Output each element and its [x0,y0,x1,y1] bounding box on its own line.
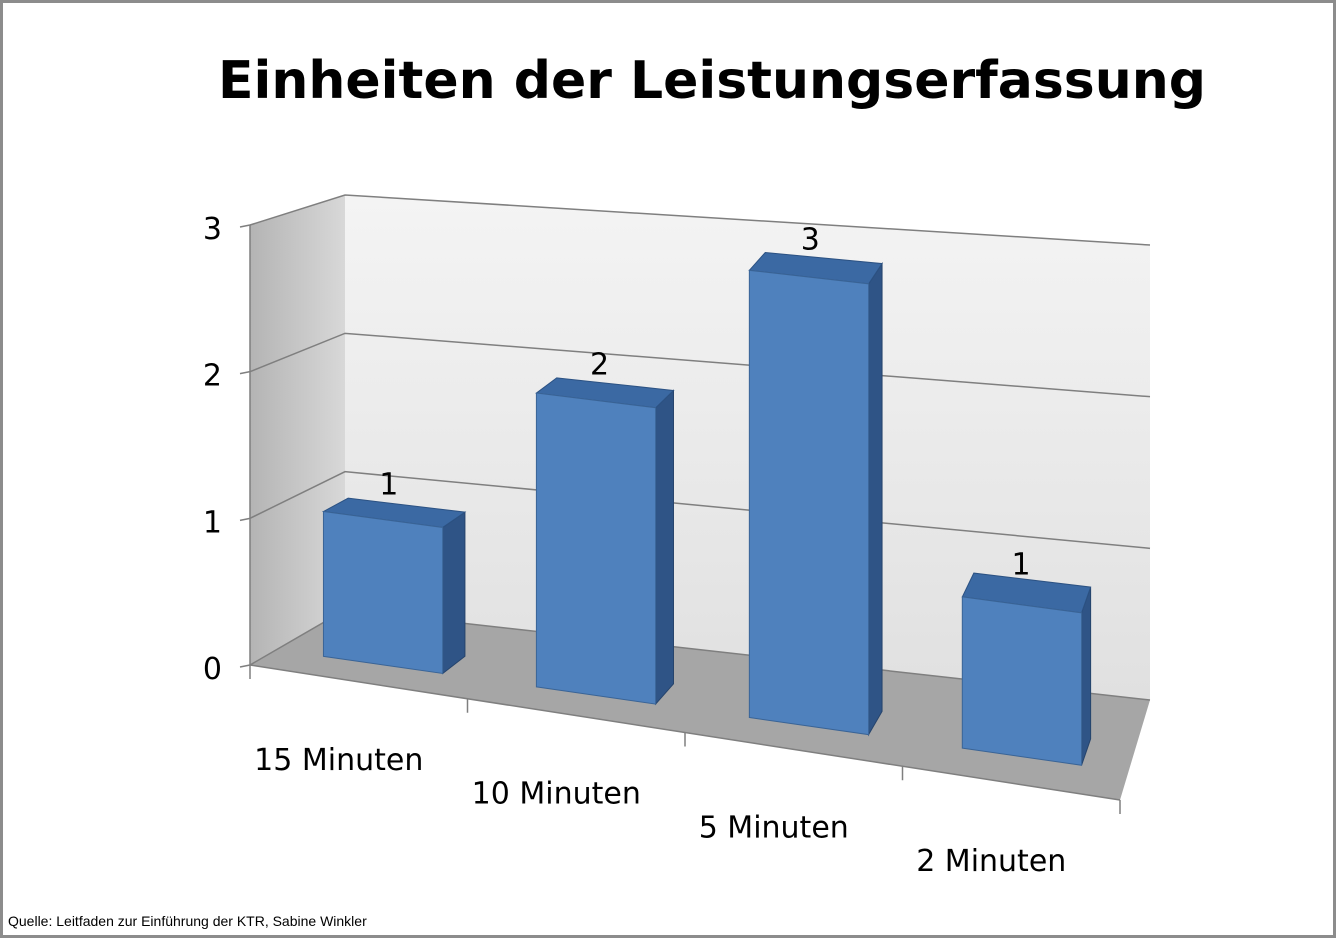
data-label: 2 [590,347,609,382]
x-tick-label: 15 Minuten [254,743,423,778]
data-label: 1 [1012,547,1031,582]
bar-side [1081,586,1092,766]
bar-side [442,511,466,675]
bar [535,392,657,705]
y-tick [239,370,251,375]
y-tick-label: 1 [203,505,222,540]
source-note: Quelle: Leitfaden zur Einführung der KTR… [8,913,367,929]
x-tick-label: 2 Minuten [916,844,1066,879]
grid-line [249,194,1151,246]
x-tick-label: 5 Minuten [699,810,849,845]
y-tick-label: 3 [203,212,222,247]
bar [322,510,444,675]
bar-side [655,389,674,706]
y-tick [239,664,251,668]
y-tick-label: 2 [203,359,222,394]
chart-title: Einheiten der Leistungserfassung [218,51,1206,111]
bar [961,596,1083,766]
y-tick [239,224,251,228]
data-label: 1 [379,467,398,502]
data-label: 3 [801,223,820,258]
bar [748,269,870,736]
x-tick-label: 10 Minuten [472,777,641,812]
floor [250,610,1150,800]
bar-side [868,261,883,737]
y-tick [239,517,251,522]
y-tick-label: 0 [203,652,222,687]
side-wall [250,195,345,665]
